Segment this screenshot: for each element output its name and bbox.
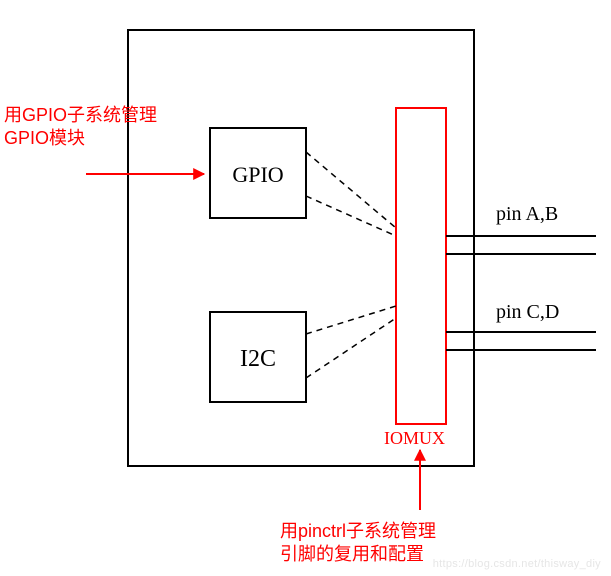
gpio-label: GPIO xyxy=(232,162,283,187)
diagram-canvas: GPIO I2C IOMUX pin A,B pin C,D xyxy=(0,0,611,576)
pins-cd-label: pin C,D xyxy=(496,301,559,323)
pinctrl-note-line1: 用pinctrl子系统管理 xyxy=(280,520,436,543)
pinctrl-note-line2: 引脚的复用和配置 xyxy=(280,543,436,566)
pinctrl-note-text: 用pinctrl子系统管理 引脚的复用和配置 xyxy=(280,520,436,567)
dash-i2c-1 xyxy=(306,306,396,334)
pins-ab-label: pin A,B xyxy=(496,203,558,225)
iomux-box xyxy=(396,108,446,424)
i2c-label: I2C xyxy=(240,346,276,372)
gpio-note-text: 用GPIO子系统管理 GPIO模块 xyxy=(4,104,157,151)
iomux-label: IOMUX xyxy=(384,428,445,448)
gpio-note-line2: GPIO模块 xyxy=(4,127,157,150)
watermark: https://blog.csdn.net/thisway_diy xyxy=(433,558,601,570)
outer-box xyxy=(128,30,474,466)
dash-i2c-2 xyxy=(306,318,396,378)
gpio-note-line1: 用GPIO子系统管理 xyxy=(4,104,157,127)
